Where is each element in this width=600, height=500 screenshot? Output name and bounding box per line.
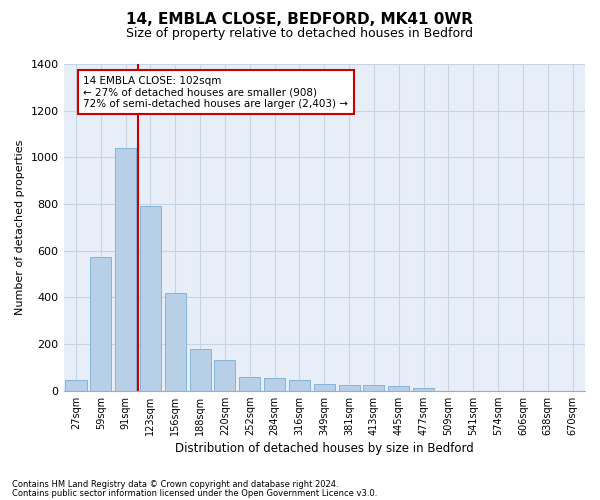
Bar — [90, 256, 112, 390]
Text: Contains public sector information licensed under the Open Government Licence v3: Contains public sector information licen… — [12, 488, 377, 498]
Bar — [314, 384, 335, 390]
Bar — [338, 385, 359, 390]
Text: Contains HM Land Registry data © Crown copyright and database right 2024.: Contains HM Land Registry data © Crown c… — [12, 480, 338, 489]
Bar — [264, 378, 285, 390]
Text: Size of property relative to detached houses in Bedford: Size of property relative to detached ho… — [127, 28, 473, 40]
Bar — [190, 348, 211, 391]
Bar — [388, 386, 409, 390]
Bar — [239, 376, 260, 390]
Bar — [413, 388, 434, 390]
Text: 14, EMBLA CLOSE, BEDFORD, MK41 0WR: 14, EMBLA CLOSE, BEDFORD, MK41 0WR — [127, 12, 473, 28]
Bar — [165, 292, 186, 390]
Y-axis label: Number of detached properties: Number of detached properties — [15, 140, 25, 315]
X-axis label: Distribution of detached houses by size in Bedford: Distribution of detached houses by size … — [175, 442, 473, 455]
Bar — [115, 148, 136, 390]
Text: 14 EMBLA CLOSE: 102sqm
← 27% of detached houses are smaller (908)
72% of semi-de: 14 EMBLA CLOSE: 102sqm ← 27% of detached… — [83, 76, 349, 109]
Bar — [364, 385, 385, 390]
Bar — [214, 360, 235, 390]
Bar — [140, 206, 161, 390]
Bar — [65, 380, 86, 390]
Bar — [289, 380, 310, 390]
